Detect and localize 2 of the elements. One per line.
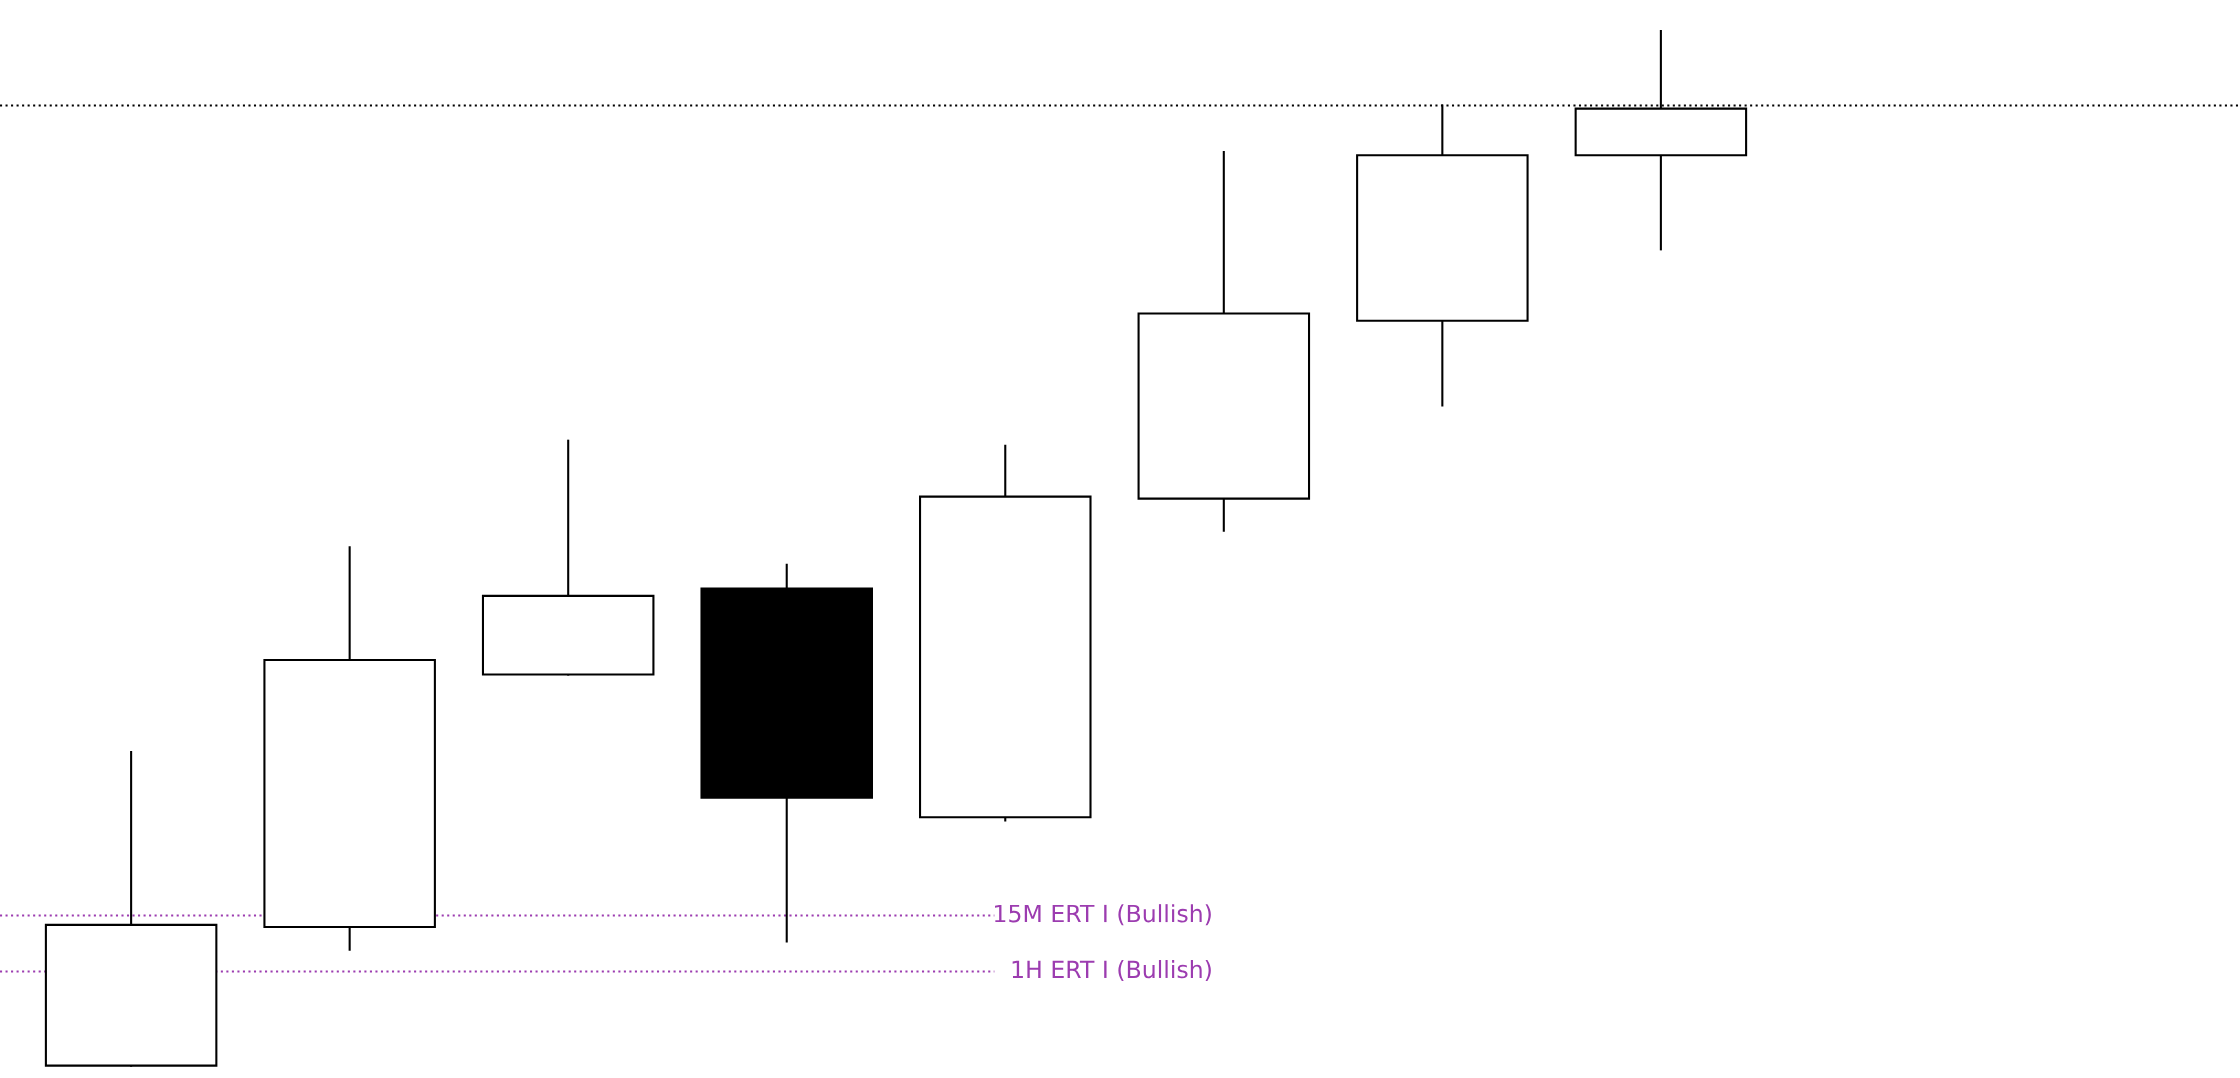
ref-line-label: 1H ERT I (Bullish) xyxy=(1012,960,1211,982)
ref-line-label: 15M ERT I (Bullish) xyxy=(995,904,1211,926)
